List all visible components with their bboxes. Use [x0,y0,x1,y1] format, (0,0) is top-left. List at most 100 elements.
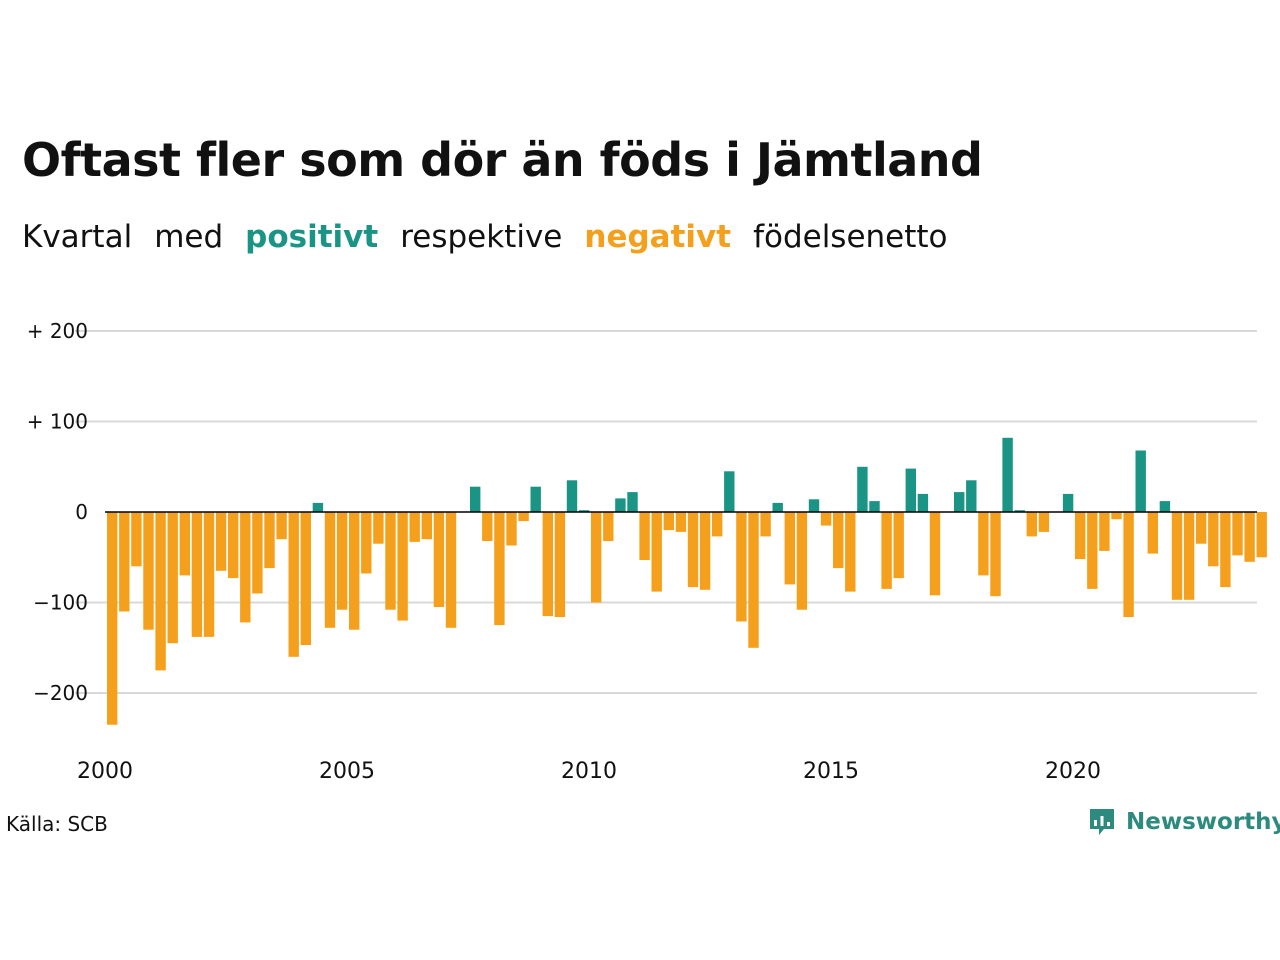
bar [917,493,929,512]
bar [796,512,808,610]
bar [893,512,904,579]
bar [131,512,142,567]
bar [1111,512,1122,520]
bars [107,437,1267,725]
bar [373,512,384,544]
bar [324,512,336,628]
subtitle-word-respektive: respektive [400,219,563,255]
brand-name: Newsworthy [1126,809,1280,835]
bar [869,501,880,512]
x-tick-label: 2020 [1045,759,1101,784]
bar [228,512,239,579]
bar [119,512,130,612]
bar [687,512,699,588]
chart-subtitle: Kvartal med positivt respektive negativt föde… [22,216,970,258]
subtitle-positive-label: positivt [245,219,379,255]
bar [349,512,360,630]
bar [1159,501,1171,512]
bar [1147,512,1158,554]
bar [445,512,457,628]
x-tick-label: 2010 [561,759,617,784]
bar [1014,510,1025,512]
y-tick-label: −100 [33,591,88,615]
bar [724,471,735,512]
bar [857,466,868,513]
bar [470,486,481,512]
bar [240,512,251,623]
bar [929,512,941,596]
bar [397,512,408,621]
newsworthy-logo[interactable]: Newsworthy [1088,804,1280,840]
bar [663,512,674,531]
x-tick-label: 2015 [803,759,859,784]
bar [881,512,892,589]
bar [578,510,590,512]
bar [639,512,650,560]
bar [143,512,154,630]
bar [1171,512,1183,600]
bar [300,512,311,645]
x-tick-label: 2005 [319,759,375,784]
bar [905,468,916,512]
bar [1232,512,1243,556]
x-tick-label: 2000 [77,759,133,784]
bar [1038,512,1050,532]
bar [167,512,178,644]
bar [1087,512,1098,589]
bar [1099,512,1110,551]
bar [833,512,844,569]
bar [385,512,396,610]
bar [845,512,856,592]
bar [506,512,517,546]
bar [1208,512,1219,567]
bar [179,512,190,576]
y-tick-label: + 200 [27,319,88,343]
bar [1183,512,1195,600]
gridlines [75,330,1257,694]
bar [554,512,566,617]
bar [1256,512,1267,558]
bar [603,512,614,541]
bar [288,512,299,657]
bar [409,512,420,542]
bar [494,512,505,626]
bar [1062,493,1074,512]
bar [1026,512,1037,537]
bar [361,512,372,574]
bar [1220,512,1231,588]
bar [336,512,348,610]
subtitle-word-med: med [154,219,224,255]
bar [736,512,747,622]
bar [215,512,227,571]
bar [712,512,723,537]
bar [312,502,324,512]
bar [1196,512,1207,544]
bar [760,512,771,537]
y-tick-label: −200 [33,681,88,705]
bar [1135,450,1146,512]
bar [1244,512,1255,562]
subtitle-word-kvartal: Kvartal [22,219,133,255]
bar [421,512,432,540]
subtitle-word-fodelsenetto: födelsenetto [753,219,948,255]
bar [107,512,118,725]
bar [530,486,541,512]
bar-chart: + 200 + 100 0 −100 −200 2000 2005 2010 2015 2020 [27,319,1267,784]
bar [978,512,989,576]
bar [1002,437,1013,512]
bar [191,512,203,637]
bar [203,512,215,637]
bar [651,512,662,592]
y-tick-label: 0 [75,500,88,524]
bar [591,512,602,603]
bar [954,492,965,512]
subtitle-negative-label: negativt [584,219,732,255]
y-tick-label: + 100 [27,410,88,434]
bar [1075,512,1086,560]
bar-chart-speech-icon [1090,809,1114,835]
bar [615,498,626,512]
bar [482,512,493,541]
bar [433,512,445,607]
bar [772,502,783,512]
source-note: Källa: SCB [6,812,108,836]
